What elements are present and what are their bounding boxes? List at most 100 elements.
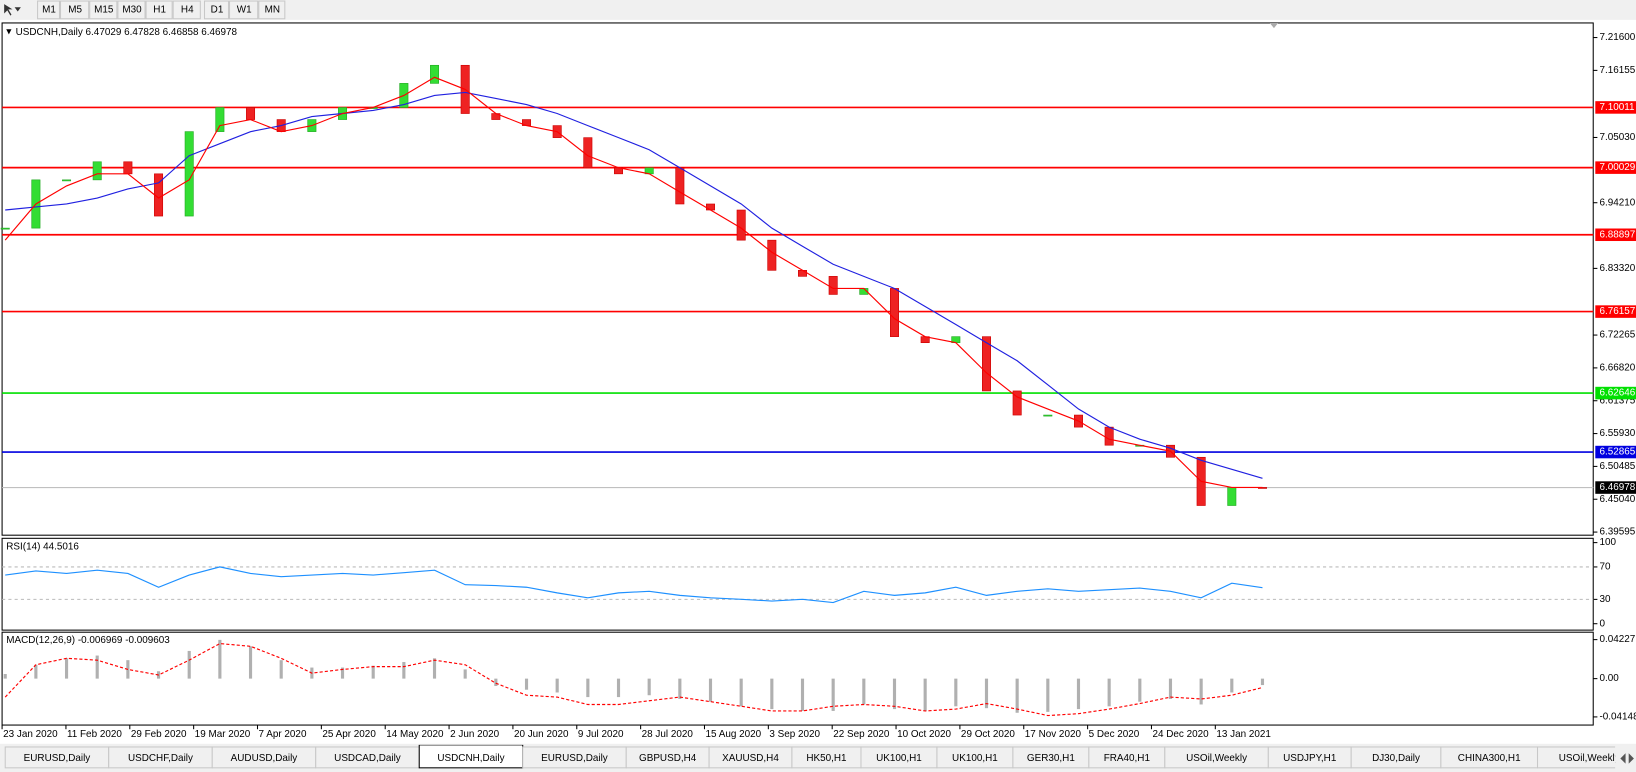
y-tick-label: 6.94210 [1599, 197, 1635, 208]
candle [1012, 390, 1022, 416]
fast-moving-average [4, 76, 1263, 488]
macd-bar [463, 669, 467, 679]
macd-bar [524, 678, 529, 690]
timeframe-button[interactable] [229, 0, 259, 20]
rsi-panel [1, 537, 1594, 631]
tab-label[interactable]: USDCHF,Daily [128, 753, 193, 764]
price-box-label: 7.10011 [1599, 102, 1635, 113]
macd-bar [3, 674, 7, 679]
price-box [1595, 305, 1636, 318]
macd-bar [1107, 678, 1111, 707]
timeframe-button[interactable] [117, 0, 146, 20]
dropdown-arrow[interactable] [14, 7, 21, 12]
rsi-tick-label: 0 [1599, 618, 1605, 629]
candle [246, 107, 256, 120]
timeframe-label[interactable]: MN [265, 5, 280, 16]
macd-bar [862, 678, 866, 705]
price-box-label: 6.52865 [1599, 447, 1635, 458]
macd-bar [984, 678, 989, 709]
tab-label[interactable]: DJ30,Daily [1372, 753, 1420, 764]
macd-bar [187, 650, 191, 679]
y-tick-label: 6.39595 [1599, 527, 1635, 538]
timeframe-button[interactable] [203, 0, 230, 20]
macd-bar [402, 662, 406, 679]
tab-label[interactable]: USDCAD,Daily [334, 753, 401, 764]
candle [430, 64, 440, 84]
macd-bar [616, 678, 621, 698]
main-panel [1, 22, 1594, 536]
x-tick-label: 14 May 2020 [386, 729, 444, 740]
candle [706, 203, 715, 211]
tab-scroll-right[interactable] [1628, 753, 1634, 764]
y-tick-label: 7.21600 [1599, 32, 1635, 43]
timeframe-label[interactable]: M5 [68, 5, 82, 16]
tab-label[interactable]: AUDUSD,Daily [231, 753, 298, 764]
timeframe-button[interactable] [89, 0, 118, 20]
x-tick-label: 25 Apr 2020 [322, 729, 376, 740]
timeframe-button[interactable] [37, 0, 60, 20]
x-tick-label: 3 Sep 2020 [769, 729, 820, 740]
tab-label[interactable]: XAUUSD,H4 [722, 753, 779, 764]
timeframe-label[interactable]: W1 [237, 5, 252, 16]
tab-label[interactable]: HK50,H1 [806, 753, 847, 764]
shift-marker [1269, 22, 1279, 29]
timeframe-label[interactable]: M15 [94, 5, 114, 16]
timeframe-label[interactable]: D1 [211, 5, 224, 16]
collapse-arrow[interactable] [6, 29, 12, 35]
tab-label[interactable]: EURUSD,Daily [24, 753, 91, 764]
price-box-label: 6.88897 [1599, 229, 1635, 240]
macd-bar [831, 678, 835, 711]
timeframe-button[interactable] [59, 0, 90, 20]
x-tick-label: 22 Sep 2020 [833, 729, 890, 740]
timeframe-button[interactable] [172, 0, 201, 20]
macd-bar [1199, 678, 1203, 705]
rsi-label: RSI(14) 44.5016 [6, 541, 79, 552]
tab-label[interactable]: GER30,H1 [1027, 753, 1075, 764]
chart-header: USDCNH,Daily 6.47029 6.47828 6.46858 6.4… [16, 27, 238, 38]
rsi-tick-label: 70 [1599, 562, 1611, 573]
price-box-label: 6.76157 [1599, 306, 1635, 317]
macd-bar [1260, 678, 1265, 686]
tab-label[interactable]: CHINA300,H1 [1458, 753, 1521, 764]
price-box-label: 7.00029 [1599, 162, 1635, 173]
x-tick-label: 11 Feb 2020 [67, 729, 122, 740]
tab-label[interactable]: UK100,H1 [952, 753, 998, 764]
macd-bar [923, 678, 927, 711]
tab-label[interactable]: GBPUSD,H4 [639, 753, 697, 764]
x-tick-label: 2 Jun 2020 [450, 729, 500, 740]
x-tick-label: 7 Apr 2020 [259, 729, 307, 740]
tab-label[interactable]: FRA40,H1 [1104, 753, 1151, 764]
timeframe-label[interactable]: M1 [42, 5, 56, 16]
y-tick-label: 6.66820 [1599, 363, 1635, 374]
tab-label[interactable]: USDCNH,Daily [437, 753, 504, 764]
tab-scroll-left[interactable] [1620, 753, 1626, 764]
x-tick-label: 9 Jul 2020 [578, 729, 624, 740]
macd-bar [954, 678, 958, 707]
rsi-tick-label: 100 [1599, 537, 1616, 548]
macd-bar [279, 660, 283, 679]
y-tick-label: 6.72265 [1599, 330, 1635, 341]
macd-bar [95, 655, 99, 679]
tab-label[interactable]: USOil,Weekly [1559, 753, 1620, 764]
tab-label[interactable]: EURUSD,Daily [541, 753, 608, 764]
x-tick-label: 29 Oct 2020 [961, 729, 1015, 740]
tab[interactable] [1536, 746, 1636, 769]
timeframe-label[interactable]: H1 [153, 5, 166, 16]
timeframe-label[interactable]: M30 [122, 5, 142, 16]
tab-label[interactable]: UK100,H1 [876, 753, 922, 764]
price-box [1595, 101, 1636, 114]
tab-label[interactable]: USOil,Weekly [1186, 753, 1247, 764]
timeframe-button[interactable] [258, 0, 286, 20]
price-box [1595, 481, 1636, 494]
cursor-icon[interactable] [4, 4, 13, 16]
timeframe-label[interactable]: H4 [181, 5, 194, 16]
timeframe-button[interactable] [145, 0, 173, 20]
macd-bar [1168, 678, 1173, 699]
price-box-label: 6.46978 [1599, 482, 1635, 493]
tab-label[interactable]: USDJPY,H1 [1283, 753, 1337, 764]
slow-moving-average [5, 91, 1263, 479]
macd-bar [1046, 678, 1050, 712]
x-tick-label: 17 Nov 2020 [1025, 729, 1082, 740]
